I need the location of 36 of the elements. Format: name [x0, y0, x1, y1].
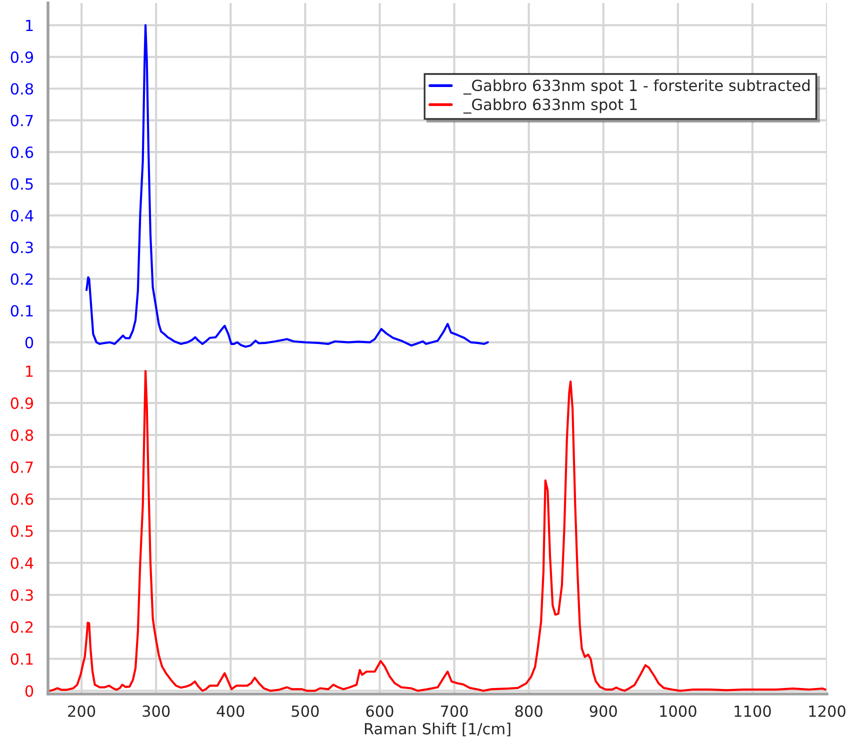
y-tick-label: 0.2	[10, 273, 33, 285]
legend-label: _Gabbro 633nm spot 1	[463, 98, 637, 114]
y-tick-label: 0.3	[10, 242, 33, 254]
x-tick-label: 800	[515, 705, 542, 717]
x-tick-label: 900	[590, 705, 617, 717]
x-tick-label: 500	[292, 705, 319, 717]
y-tick-label: 0.1	[10, 653, 33, 665]
x-tick-label: 300	[142, 705, 170, 717]
y-tick-label: 0.1	[10, 305, 33, 317]
y-tick-label: 0.5	[10, 525, 33, 537]
x-tick-label: 400	[216, 705, 244, 717]
y-tick-label: 0.3	[10, 589, 33, 601]
y-tick-label: 0.5	[10, 178, 33, 190]
y-tick-label: 0.4	[10, 210, 34, 222]
y-tick-label: 1	[26, 20, 33, 32]
x-tick-label: 700	[440, 705, 468, 717]
x-tick-label: 200	[68, 705, 96, 717]
y-tick-label: 0.6	[10, 146, 34, 158]
x-tick-label: 1000	[660, 705, 696, 717]
x-tick-label: 1100	[734, 705, 771, 717]
y-tick-label: 0.9	[10, 51, 34, 63]
y-tick-label: 0	[25, 336, 34, 348]
x-tick-label: 1200	[809, 705, 846, 717]
y-tick-label: 0.2	[10, 621, 33, 633]
y-tick-label: 0.7	[10, 114, 33, 126]
y-tick-label: 0.9	[10, 397, 34, 409]
y-tick-label: 0.8	[10, 83, 34, 95]
x-axis-title: Raman Shift [1/cm]	[364, 722, 510, 736]
y-tick-label: 0	[25, 685, 34, 697]
y-tick-label: 0.8	[10, 429, 34, 441]
y-tick-label: 0.6	[10, 493, 34, 505]
x-tick-label: 600	[366, 705, 394, 717]
y-tick-label: 0.4	[10, 557, 34, 569]
legend-label: _Gabbro 633nm spot 1 - forsterite subtracted	[463, 79, 810, 95]
y-tick-label: 0.7	[10, 461, 33, 473]
y-tick-label: 1	[26, 366, 33, 377]
